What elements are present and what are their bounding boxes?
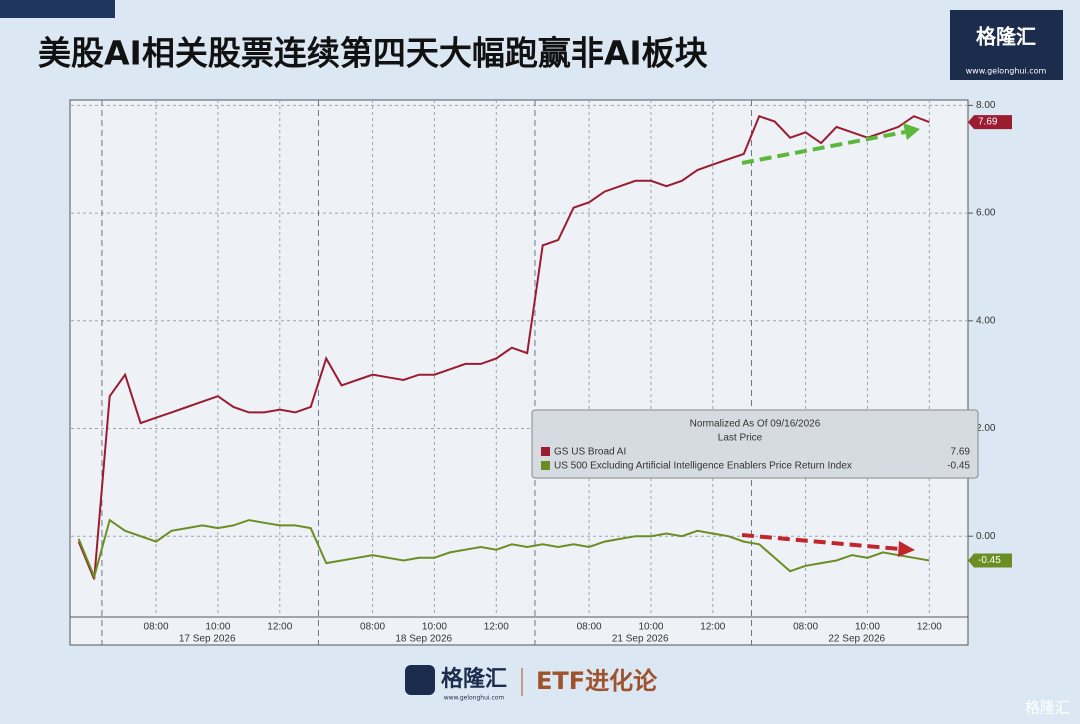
- last-value-label: -0.45: [978, 555, 1001, 566]
- legend-box: [531, 409, 979, 479]
- x-tick-label: 08:00: [577, 622, 602, 633]
- series-line: [77, 114, 930, 580]
- y-tick-label: 8.00: [976, 100, 996, 111]
- legend-subtitle: Last Price: [718, 433, 763, 444]
- arrow-head: [898, 541, 915, 557]
- x-tick-label: 10:00: [205, 622, 230, 633]
- x-tick-label: 12:00: [917, 622, 942, 633]
- logo-site: www.gelonghui.com: [966, 67, 1047, 76]
- watermark: 格隆汇: [1025, 699, 1070, 717]
- logo: 格隆汇: [976, 25, 1036, 49]
- arrow-head: [903, 123, 920, 140]
- date-label: 17 Sep 2026: [179, 634, 236, 645]
- y-tick-label: 6.00: [976, 208, 996, 219]
- last-value-tag: [968, 553, 1012, 568]
- legend-swatch: [541, 447, 550, 456]
- x-tick-label: 10:00: [855, 622, 880, 633]
- plot: 0.00 2.00 4.00 6.00 8.00 08:00 10:00 12:00 17 Se…: [71, 100, 996, 645]
- x-tick-label: 10:00: [422, 622, 447, 633]
- title: 美股AI相关股票连续第四天大幅跑赢非AI板块: [38, 34, 708, 73]
- legend-label: GS US Broad AI: [554, 447, 626, 458]
- x-tick-label: 10:00: [638, 622, 663, 633]
- legend-swatch: [541, 461, 550, 470]
- legend-title: Normalized As Of 09/16/2026: [690, 419, 821, 430]
- x-tick-label: 08:00: [793, 622, 818, 633]
- legend-label: US 500 Excluding Artificial Intelligence…: [554, 461, 852, 472]
- legend-value: 7.69: [951, 447, 971, 458]
- date-label: 18 Sep 2026: [395, 634, 452, 645]
- date-label: 21 Sep 2026: [612, 634, 669, 645]
- x-tick-label: 12:00: [700, 622, 725, 633]
- date-label: 22 Sep 2026: [828, 634, 885, 645]
- footer-site: www.gelonghui.com: [444, 695, 505, 702]
- trend-arrow: [741, 533, 901, 551]
- footer-logo-icon: [405, 665, 435, 695]
- x-tick-label: 12:00: [267, 622, 292, 633]
- logo-box: [950, 10, 1063, 80]
- last-value-label: 7.69: [978, 117, 998, 128]
- y-tick-label: 4.00: [976, 315, 996, 326]
- footer-logo: 格隆汇: [441, 666, 507, 692]
- last-value-tag: [968, 115, 1012, 130]
- x-tick-label: 12:00: [484, 622, 509, 633]
- legend-value: -0.45: [947, 461, 970, 472]
- plot-frame: [69, 99, 969, 646]
- series-line: [77, 518, 930, 580]
- corner-block: [0, 0, 115, 18]
- x-tick-label: 08:00: [360, 622, 385, 633]
- footer-column: ETF进化论: [536, 667, 658, 695]
- x-tick-label: 08:00: [144, 622, 169, 633]
- trend-arrow: [741, 130, 906, 165]
- y-tick-label: 2.00: [976, 423, 996, 434]
- y-tick-label: 0.00: [976, 531, 996, 542]
